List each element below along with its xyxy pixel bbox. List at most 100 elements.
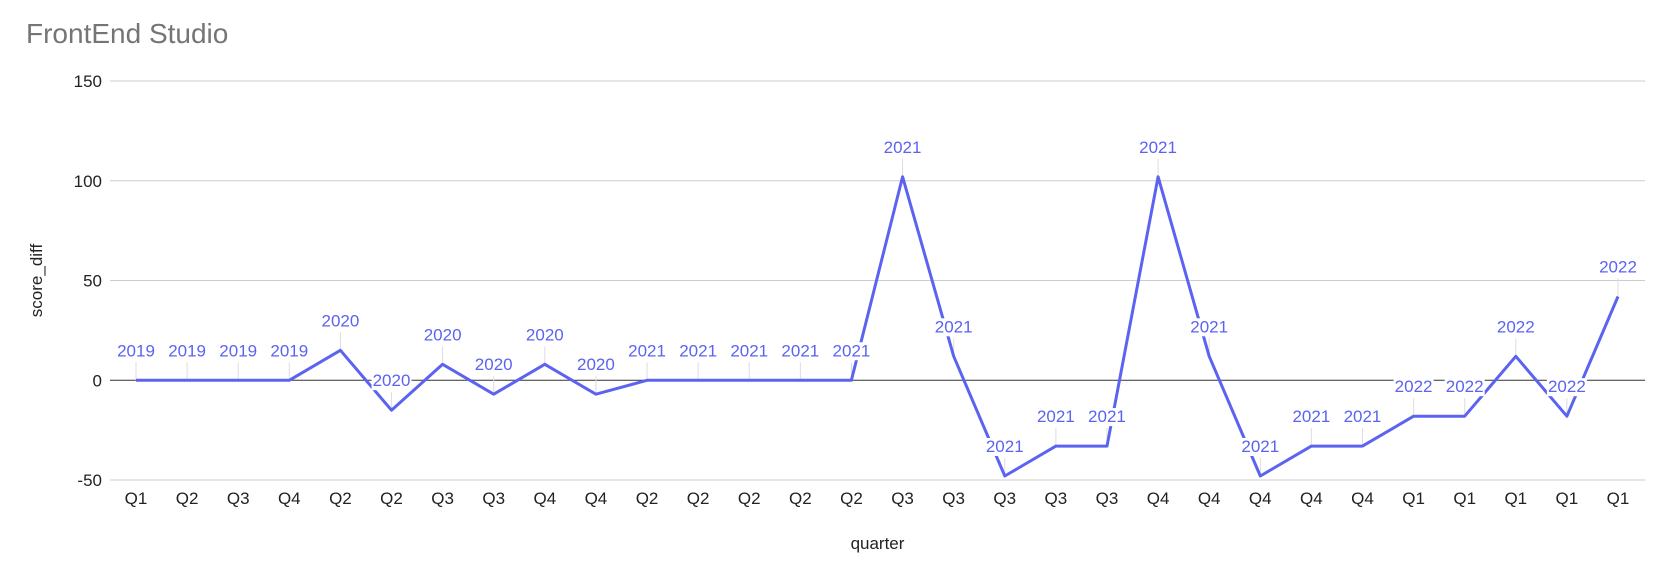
- x-tick-label: Q4: [278, 489, 301, 508]
- data-label: 2020: [526, 325, 564, 344]
- data-label-background: [371, 372, 412, 391]
- data-label-background: [831, 342, 872, 361]
- x-tick-label: Q2: [176, 489, 199, 508]
- data-label: 2021: [628, 341, 666, 360]
- data-label-background: [1138, 138, 1179, 157]
- data-label: 2022: [1446, 377, 1484, 396]
- data-label: 2019: [270, 341, 308, 360]
- data-label-background: [116, 342, 156, 361]
- data-label-background: [1189, 318, 1230, 337]
- data-label: 2021: [1344, 407, 1382, 426]
- x-tick-label: Q3: [227, 489, 250, 508]
- data-label: 2021: [1292, 407, 1330, 426]
- x-tick-label: Q2: [840, 489, 863, 508]
- data-label-background: [780, 342, 821, 361]
- data-label-background: [1240, 438, 1281, 457]
- data-label: 2019: [219, 341, 257, 360]
- data-label: 2021: [730, 341, 768, 360]
- x-tick-label: Q4: [1351, 489, 1374, 508]
- data-label-background: [1035, 408, 1076, 427]
- x-tick-label: Q3: [431, 489, 454, 508]
- data-label-background: [320, 312, 361, 331]
- data-label-background: [984, 438, 1025, 457]
- data-label-background: [575, 356, 616, 375]
- y-tick-label: 150: [74, 72, 102, 91]
- data-label: 2020: [424, 325, 462, 344]
- data-label: 2020: [321, 311, 359, 330]
- data-label: 2021: [1241, 437, 1279, 456]
- x-tick-label: Q2: [636, 489, 659, 508]
- series-line-group: [136, 175, 1620, 478]
- x-tick-label: Q4: [1249, 489, 1272, 508]
- data-label: 2020: [373, 371, 411, 390]
- data-label: 2022: [1548, 377, 1586, 396]
- data-label-background: [1598, 258, 1638, 277]
- data-label: 2021: [679, 341, 717, 360]
- x-tick-label: Q3: [891, 489, 914, 508]
- x-tick-label: Q1: [1504, 489, 1527, 508]
- x-tick-label: Q4: [1198, 489, 1221, 508]
- x-tick-label: Q2: [380, 489, 403, 508]
- x-tick-label: Q3: [1045, 489, 1068, 508]
- x-tick-label: Q4: [585, 489, 608, 508]
- data-label: 2021: [884, 138, 922, 157]
- x-tick-label: Q3: [993, 489, 1016, 508]
- y-tick-label: 0: [93, 371, 102, 390]
- x-tick-label: Q4: [533, 489, 556, 508]
- data-label: 2021: [935, 317, 973, 336]
- data-labels: 2019 2019 2019 2019 2020 2020 2020 2020 2020 2020…: [116, 138, 1638, 457]
- x-tick-label: Q2: [738, 489, 761, 508]
- data-label-background: [933, 318, 974, 337]
- y-tick-label: -50: [77, 471, 102, 490]
- data-label-background: [269, 342, 310, 361]
- x-tick-label: Q1: [125, 489, 148, 508]
- data-label-background: [1393, 378, 1434, 397]
- series-line: [136, 175, 1620, 478]
- x-tick-label: Q1: [1453, 489, 1476, 508]
- data-label: 2022: [1497, 317, 1535, 336]
- data-label: 2020: [475, 355, 513, 374]
- x-tick-label: Q3: [1096, 489, 1119, 508]
- data-label-background: [167, 342, 208, 361]
- y-tick-label: 50: [83, 272, 102, 291]
- data-label: 2021: [1190, 317, 1228, 336]
- data-label: 2019: [117, 341, 155, 360]
- x-tick-label: Q2: [329, 489, 352, 508]
- data-label: 2021: [1037, 407, 1075, 426]
- x-tick-label: Q1: [1607, 489, 1630, 508]
- data-label: 2022: [1599, 257, 1637, 276]
- data-label-background: [627, 342, 668, 361]
- data-label-background: [524, 326, 565, 345]
- data-label-background: [1342, 408, 1383, 427]
- data-label: 2021: [781, 341, 819, 360]
- x-axis-title: quarter: [851, 534, 905, 553]
- x-tick-label: Q1: [1556, 489, 1579, 508]
- data-label: 2021: [986, 437, 1024, 456]
- y-axis-ticks: -50 0 50 100 150: [74, 72, 102, 490]
- data-label-background: [1086, 408, 1127, 427]
- chart-title: FrontEnd Studio: [26, 18, 229, 49]
- y-axis-title: score_diff: [27, 244, 46, 318]
- x-tick-label: Q3: [482, 489, 505, 508]
- data-label-background: [1291, 408, 1332, 427]
- data-label-background: [1546, 378, 1587, 397]
- data-label-background: [729, 342, 770, 361]
- x-tick-label: Q2: [687, 489, 710, 508]
- x-tick-label: Q4: [1300, 489, 1323, 508]
- data-label-background: [218, 342, 259, 361]
- x-tick-label: Q1: [1402, 489, 1425, 508]
- data-label: 2021: [1139, 138, 1177, 157]
- x-tick-label: Q3: [942, 489, 965, 508]
- data-label-background: [678, 342, 719, 361]
- data-label: 2019: [168, 341, 206, 360]
- data-label: 2021: [1088, 407, 1126, 426]
- data-label: 2022: [1395, 377, 1433, 396]
- x-tick-label: Q4: [1147, 489, 1170, 508]
- x-tick-label: Q2: [789, 489, 812, 508]
- data-label-background: [422, 326, 463, 345]
- data-label-background: [882, 138, 923, 157]
- data-label-background: [473, 356, 514, 375]
- x-axis-ticks: Q1 Q2 Q3 Q4 Q2 Q2 Q3 Q3 Q4 Q4 Q2 Q2 Q2 Q2 Q2 Q3 Q3 Q3 Q3 Q3…: [125, 489, 1630, 508]
- data-label-background: [1444, 378, 1485, 397]
